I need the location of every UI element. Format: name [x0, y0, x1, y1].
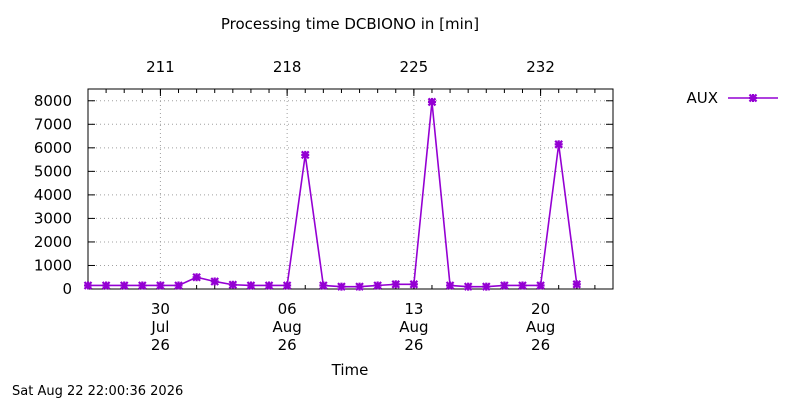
legend-sample-aux	[728, 93, 778, 103]
data-point	[192, 272, 201, 282]
legend-marker-0	[748, 93, 758, 103]
chart-title: Processing time DCBIONO in [min]	[221, 15, 479, 33]
data-point	[83, 281, 93, 290]
legend-label-aux: AUX	[686, 89, 718, 107]
series-line-0	[88, 101, 578, 288]
axis-ticks	[88, 89, 613, 290]
data-point	[282, 281, 292, 290]
y-tick-label-2000: 2000	[34, 233, 72, 251]
data-point	[409, 280, 419, 289]
y-tick-label-8000: 8000	[34, 92, 72, 110]
data-point	[228, 280, 238, 290]
x-tick-label-line: 26	[151, 336, 170, 354]
data-point	[246, 281, 256, 290]
grid-lines	[88, 89, 613, 289]
x-axis-title: Time	[331, 361, 369, 379]
data-point	[536, 281, 545, 290]
x-tick-label-3: 20 Aug 26	[526, 300, 555, 354]
y-tick-label-3000: 3000	[34, 209, 72, 227]
data-point	[300, 150, 310, 160]
x-tick-label-line: 26	[278, 336, 297, 354]
data-point	[481, 282, 491, 291]
data-point	[264, 281, 274, 290]
data-point	[337, 282, 346, 291]
data-point	[518, 281, 527, 290]
data-point	[138, 281, 147, 290]
x2-axis-tick-labels: 211 218 225 232	[146, 58, 555, 76]
data-point	[554, 140, 563, 149]
y-tick-label-0: 0	[62, 280, 72, 298]
y-tick-label-5000: 5000	[34, 162, 72, 180]
legend: AUX	[686, 89, 778, 107]
x-tick-label-1: 06 Aug 26	[272, 300, 301, 354]
x-tick-label-line: 06	[278, 300, 297, 318]
data-point	[119, 281, 129, 290]
data-point	[427, 97, 437, 107]
x-tick-label-2: 13 Aug 26	[399, 300, 428, 354]
data-point	[463, 282, 473, 291]
data-point	[101, 281, 111, 290]
plot-frame	[87, 88, 614, 290]
y-tick-label-4000: 4000	[34, 186, 72, 204]
data-point	[572, 280, 582, 289]
y-axis-tick-labels: 0 1000 2000 3000 4000 5000 6000 7000 8000	[34, 92, 72, 298]
y-tick-label-1000: 1000	[34, 256, 72, 274]
y-tick-label-7000: 7000	[34, 115, 72, 133]
series-aux	[83, 97, 582, 291]
footer-timestamp: Sat Aug 22 22:00:36 2026	[12, 384, 183, 399]
data-point	[373, 281, 382, 290]
x-tick-label-line: Aug	[399, 318, 428, 336]
x2-tick-label-1: 218	[273, 58, 302, 76]
data-point	[355, 282, 364, 291]
data-point	[319, 281, 328, 290]
x-tick-label-0: 30 Jul 26	[150, 300, 170, 354]
x-tick-label-line: Jul	[150, 318, 169, 336]
x-tick-label-line: 13	[404, 300, 423, 318]
x2-tick-label-0: 211	[146, 58, 175, 76]
x-tick-label-line: Aug	[526, 318, 555, 336]
y-tick-label-6000: 6000	[34, 139, 72, 157]
x-tick-label-line: 26	[531, 336, 550, 354]
data-point	[445, 281, 455, 290]
x2-tick-label-3: 232	[526, 58, 555, 76]
x2-tick-label-2: 225	[400, 58, 429, 76]
x-tick-label-line: 20	[531, 300, 550, 318]
data-point	[391, 280, 401, 289]
x-tick-label-line: Aug	[272, 318, 301, 336]
data-point	[174, 281, 183, 290]
data-point	[210, 277, 220, 286]
data-point	[156, 281, 165, 290]
data-point	[500, 281, 509, 290]
x-tick-label-line: 26	[404, 336, 423, 354]
x-tick-label-line: 30	[151, 300, 170, 318]
